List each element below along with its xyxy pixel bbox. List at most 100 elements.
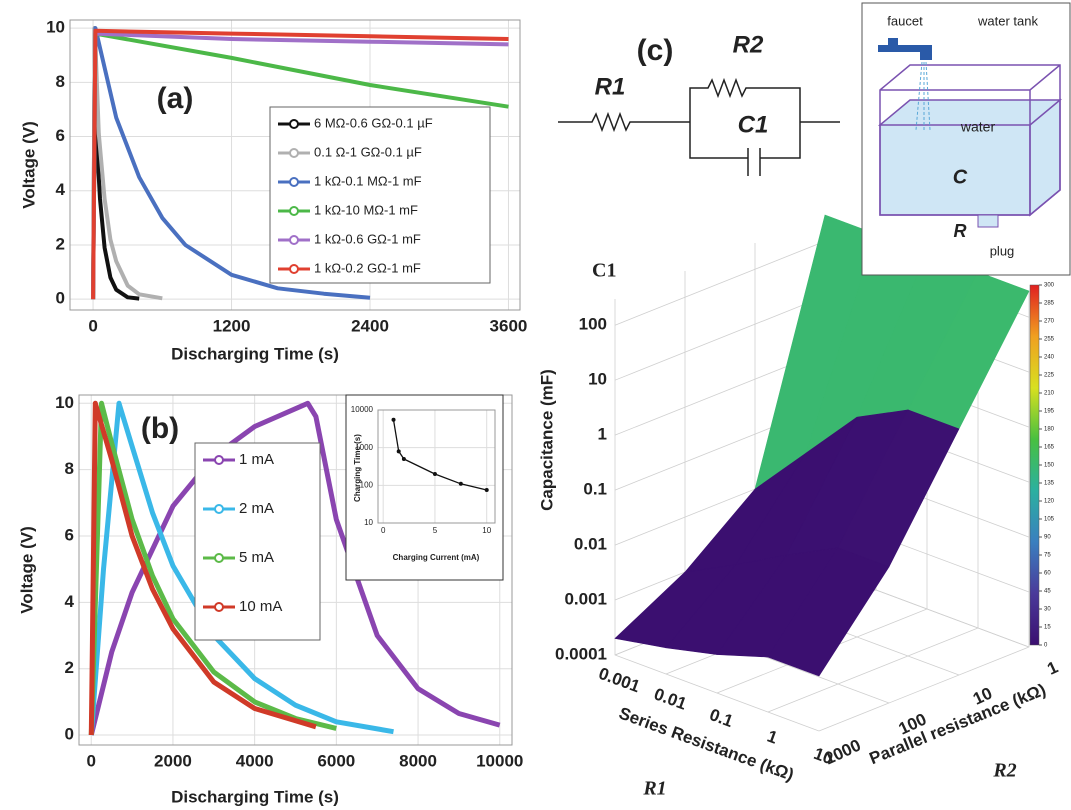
legend-swatch <box>215 603 223 611</box>
tank-label: C <box>953 166 968 188</box>
colorbar-tick-label: 285 <box>1044 301 1055 307</box>
x-tick-label: 0 <box>87 751 96 770</box>
x-tick-label: 8000 <box>399 751 437 770</box>
z-tick-label: 10 <box>588 370 607 389</box>
colorbar-tick-label: 135 <box>1044 481 1055 487</box>
y-tick-label: 10 <box>55 393 74 412</box>
y-tick-label: 4 <box>65 592 75 611</box>
y-tick-label: 2 <box>56 234 65 253</box>
legend-label: 6 MΩ-0.6 GΩ-0.1 µF <box>314 115 433 130</box>
y-tick-label: 0 <box>65 725 74 744</box>
colorbar-tick-label: 75 <box>1044 553 1051 559</box>
z-tick-label: 0.01 <box>574 535 607 554</box>
colorbar-tick-label: 0 <box>1044 643 1048 649</box>
colorbar-tick-label: 240 <box>1044 355 1055 361</box>
panel-label: (a) <box>157 82 194 115</box>
point <box>397 449 401 453</box>
legend-label: 1 kΩ-0.6 GΩ-1 mF <box>314 231 421 246</box>
legend-label: 1 kΩ-0.2 GΩ-1 mF <box>314 260 421 275</box>
y-tick-label: 6 <box>56 126 65 145</box>
x-tick-label: 0.1 <box>707 705 736 731</box>
y-tick-label: 0 <box>56 289 65 308</box>
y-tick-label: 10 <box>46 18 65 37</box>
colorbar-tick-label: 180 <box>1044 427 1055 433</box>
colorbar-tick-label: 105 <box>1044 517 1055 523</box>
y-tick-label: 4 <box>56 180 66 199</box>
tank-label: plug <box>990 243 1015 258</box>
tank-label: water tank <box>977 13 1038 28</box>
point <box>485 488 489 492</box>
legend-swatch <box>215 505 223 513</box>
x-tick-label: 6000 <box>317 751 355 770</box>
z-axis-label: Capacitance (mF) <box>537 369 556 511</box>
y-axis-label: Charging Time (s) <box>353 434 362 502</box>
legend-swatch <box>290 236 298 244</box>
legend-swatch <box>290 265 298 273</box>
legend-label: 5 mA <box>239 549 274 566</box>
x-tick-label: 10000 <box>476 751 523 770</box>
x-tick-label: 0.01 <box>652 684 690 713</box>
point <box>459 482 463 486</box>
colorbar-tick-label: 15 <box>1044 625 1051 631</box>
circuit-label: R1 <box>595 73 626 100</box>
x-tick-label: 0 <box>88 316 97 335</box>
colorbar-tick-label: 165 <box>1044 445 1055 451</box>
y-tick-label: 6 <box>65 525 74 544</box>
x-tick-label: 0 <box>381 526 386 535</box>
x-tick-label: 0.001 <box>596 664 642 696</box>
plug <box>978 215 998 227</box>
figure: (c) R1 R2 C1 024681001200240036006 MΩ-0.… <box>0 0 1071 810</box>
y-tick-label: 10 <box>364 518 373 527</box>
legend-label: 10 mA <box>239 598 282 615</box>
point <box>402 457 406 461</box>
legend-swatch <box>290 120 298 128</box>
colorbar-tick-label: 120 <box>1044 499 1055 505</box>
tank-label: R <box>954 221 967 241</box>
legend-label: 1 kΩ-10 MΩ-1 mF <box>314 202 418 217</box>
z-tick-label: 0.1 <box>583 480 607 499</box>
tank-water <box>880 100 1060 215</box>
x-axis-symbol: R1 <box>642 778 666 800</box>
colorbar-tick-label: 225 <box>1044 373 1055 379</box>
z-title: C1 <box>592 260 616 282</box>
y-tick-label: 2 <box>65 658 74 677</box>
colorbar-tick-label: 60 <box>1044 571 1051 577</box>
x-tick-label: 3600 <box>490 316 528 335</box>
x-tick-label: 1200 <box>213 316 251 335</box>
circuit-label: R2 <box>733 31 764 58</box>
legend-swatch <box>290 178 298 186</box>
x-axis-label: Discharging Time (s) <box>171 344 339 363</box>
x-axis-label: Charging Current (mA) <box>393 553 480 562</box>
colorbar-tick-label: 210 <box>1044 391 1055 397</box>
x-tick-label: 2000 <box>154 751 192 770</box>
colorbar-tick-label: 90 <box>1044 535 1051 541</box>
y-axis-label: Voltage (V) <box>17 526 36 614</box>
colorbar-tick-label: 195 <box>1044 409 1055 415</box>
colorbar-tick-label: 270 <box>1044 319 1055 325</box>
z-tick-label: 1 <box>598 425 607 444</box>
circuit-label: C1 <box>738 111 769 138</box>
tank-label: water <box>960 119 996 135</box>
tank-label: faucet <box>887 13 923 28</box>
point <box>433 472 437 476</box>
y-tick-label: 10000 <box>351 405 374 414</box>
colorbar-tick-label: 255 <box>1044 337 1055 343</box>
x-tick-label: 4000 <box>236 751 274 770</box>
legend-label: 0.1 Ω-1 GΩ-0.1 µF <box>314 144 422 159</box>
legend-frame <box>270 107 490 283</box>
panel-label: (c) <box>637 34 674 67</box>
colorbar-tick-label: 30 <box>1044 607 1051 613</box>
colorbar-tick-label: 150 <box>1044 463 1055 469</box>
x-axis-label: Discharging Time (s) <box>171 787 339 806</box>
legend-label: 1 kΩ-0.1 MΩ-1 mF <box>314 173 422 188</box>
legend-label: 2 mA <box>239 500 274 517</box>
legend-swatch <box>290 149 298 157</box>
y-tick-label: 8 <box>65 459 74 478</box>
z-tick-label: 100 <box>579 315 607 334</box>
legend-swatch <box>215 456 223 464</box>
y-axis-label: Voltage (V) <box>19 121 38 209</box>
y-tick-label: 1000 <box>821 735 863 768</box>
y-tick-label: 1 <box>1044 657 1061 678</box>
legend-swatch <box>290 207 298 215</box>
x-tick-label: 2400 <box>351 316 389 335</box>
